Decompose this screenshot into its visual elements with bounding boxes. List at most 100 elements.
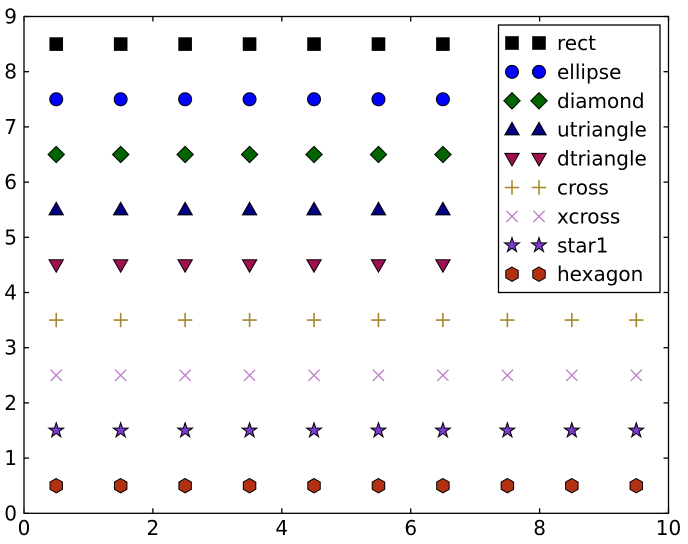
marker-ellipse [178,92,193,107]
marker-star1 [369,421,388,439]
marker-cross [500,312,515,328]
x-tick-label: 6 [404,516,417,540]
marker-cross [629,312,644,328]
marker-star1 [627,421,646,439]
marker-hexagon [436,477,450,494]
marker-utriangle [177,201,194,216]
marker-star1 [433,421,452,439]
marker-ellipse [113,92,128,107]
marker-ellipse [49,92,64,107]
legend-marker-rect [532,36,546,50]
marker-rect [178,37,192,51]
marker-utriangle [370,201,387,216]
marker-hexagon [113,477,128,494]
legend-entry-ellipse: ellipse [505,60,621,84]
marker-hexagon [371,477,386,494]
marker-utriangle [112,201,129,216]
legend-marker-utriangle [503,121,521,136]
marker-star1 [305,421,323,439]
series-star1 [47,421,646,439]
marker-xcross [243,369,256,382]
marker-diamond [240,145,259,164]
legend-label-ellipse: ellipse [557,60,621,84]
legend: rect ellipse diamond utriangle dtriangle cros… [497,24,661,294]
series-xcross [50,369,643,382]
legend-label-dtriangle: dtriangle [557,147,647,171]
legend-marker-xcross [532,210,546,223]
marker-utriangle [48,201,65,216]
y-tick-label: 1 [4,446,17,470]
marker-cross [564,312,580,328]
series-hexagon [49,477,644,494]
y-tick-label: 9 [4,5,17,29]
marker-dtriangle [177,259,194,274]
x-tick-label: 8 [533,516,546,540]
marker-utriangle [434,201,451,216]
legend-label-cross: cross [557,176,609,200]
marker-xcross [565,369,578,382]
marker-hexagon [178,477,192,494]
legend-marker-ellipse [532,64,546,79]
marker-hexagon [49,477,63,494]
legend-marker-star1 [503,235,521,253]
legend-label-star1: star1 [557,233,608,257]
y-tick-label: 8 [4,60,17,84]
marker-ellipse [371,92,386,107]
marker-rect [242,37,257,51]
marker-xcross [501,369,514,382]
legend-marker-xcross [505,210,519,223]
marker-cross [306,312,322,328]
legend-marker-hexagon [532,266,546,282]
marker-ellipse [307,92,322,107]
marker-cross [113,312,128,328]
marker-hexagon [242,477,257,494]
legend-marker-hexagon [505,266,519,282]
marker-xcross [372,369,385,382]
legend-entry-diamond: diamond [503,89,645,113]
marker-cross [49,312,64,328]
legend-entry-utriangle: utriangle [503,118,647,142]
marker-star1 [498,421,517,439]
x-tick-label: 0 [18,516,31,540]
marker-xcross [307,369,321,382]
legend-label-rect: rect [557,31,596,55]
marker-diamond [369,145,388,164]
legend-marker-star1 [530,235,548,253]
y-tick-label: 2 [4,391,17,415]
legend-entry-xcross: xcross [505,204,620,228]
marker-rect [436,37,450,51]
y-tick-label: 7 [4,115,17,139]
y-tick-label: 4 [4,281,17,305]
marker-dtriangle [305,259,323,274]
y-tick-label: 5 [4,225,17,249]
legend-label-diamond: diamond [557,89,645,113]
legend-marker-dtriangle [530,152,548,168]
marker-xcross [50,369,63,382]
marker-star1 [176,421,195,439]
legend-label-utriangle: utriangle [557,118,647,142]
marker-cross [435,312,451,328]
legend-entry-cross: cross [504,176,609,200]
series-cross [49,312,644,328]
marker-rect [113,37,128,51]
marker-rect [49,37,64,51]
legend-marker-rect [505,36,519,50]
y-tick-label: 0 [4,501,17,525]
marker-utriangle [305,201,323,216]
legend-marker-cross [504,180,520,195]
axes-spines [23,15,670,514]
x-tick-label: 10 [656,516,681,540]
x-tick-label: 4 [275,516,288,540]
legend-entry-hexagon: hexagon [505,262,643,286]
y-tick-label: 3 [4,336,17,360]
marker-star1 [240,421,259,439]
marker-cross [242,312,257,328]
marker-hexagon [307,477,321,494]
legend-label-hexagon: hexagon [557,262,643,286]
marker-hexagon [565,477,579,494]
x-tick-label: 2 [147,516,160,540]
legend-box [497,24,661,294]
marker-hexagon [629,477,644,494]
